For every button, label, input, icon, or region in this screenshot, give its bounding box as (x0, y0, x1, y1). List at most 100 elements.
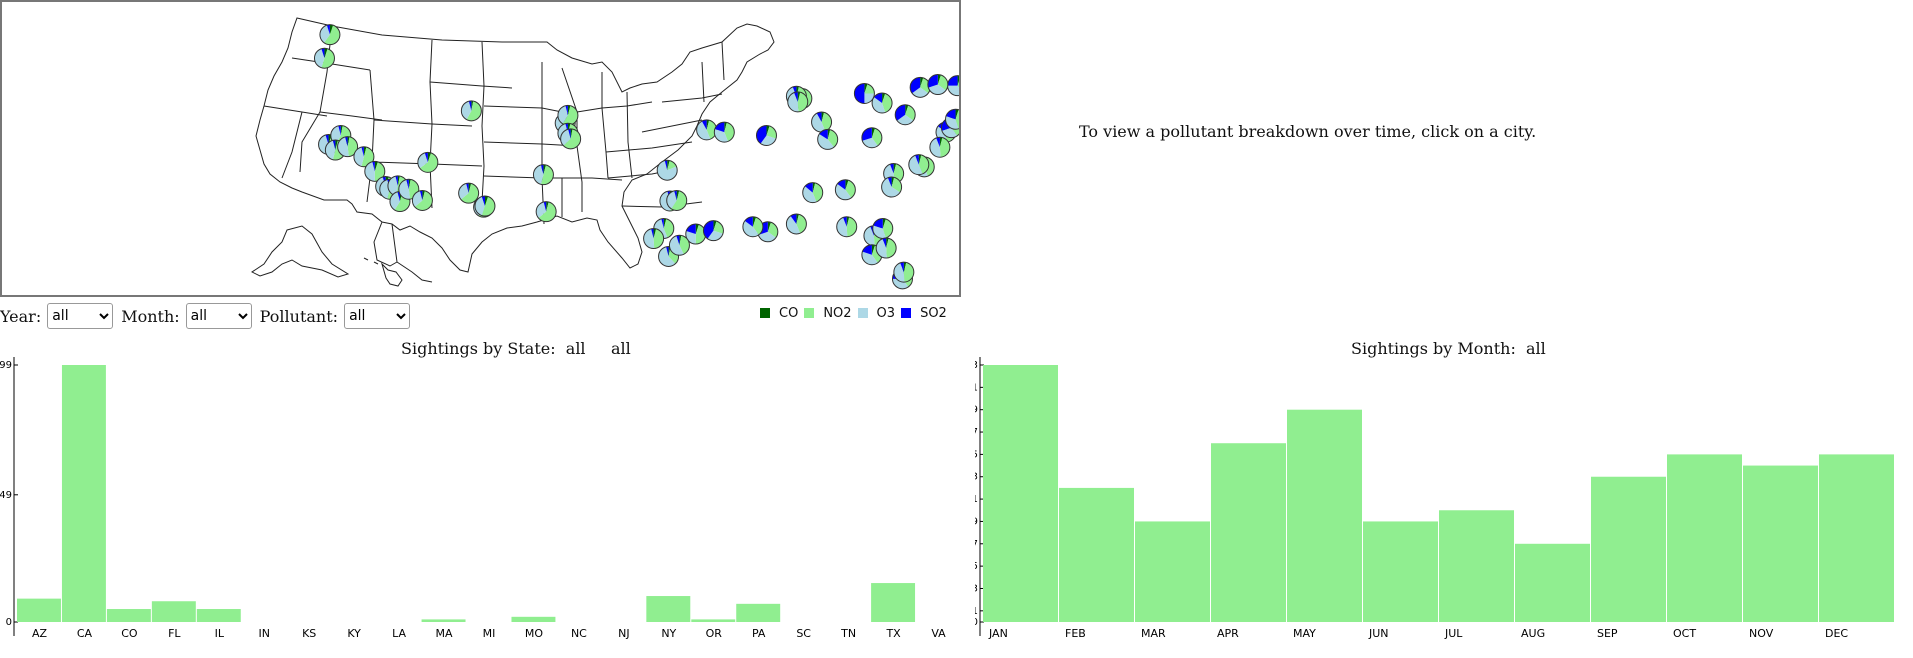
pie-slice-co[interactable] (905, 104, 909, 115)
pie-slice-co[interactable] (864, 83, 868, 94)
pie-slice-co[interactable] (363, 146, 367, 157)
pie-slice-co[interactable] (667, 160, 670, 171)
pie-slice-co[interactable] (324, 48, 328, 59)
pie-slice-so2[interactable] (947, 75, 958, 86)
pie-slice-o3[interactable] (897, 114, 914, 125)
pie-slice-no2[interactable] (882, 93, 893, 113)
pie-slice-o3[interactable] (707, 230, 723, 241)
pie-slice-so2[interactable] (887, 177, 892, 187)
pie-slice-so2[interactable] (397, 191, 400, 202)
pie-slice-o3[interactable] (947, 85, 959, 96)
pie-slice-co[interactable] (871, 127, 875, 138)
city-pie[interactable] (319, 24, 341, 46)
pie-slice-o3[interactable] (929, 137, 941, 158)
bar[interactable] (736, 603, 781, 622)
pie-slice-no2[interactable] (374, 161, 385, 182)
pie-slice-no2[interactable] (752, 217, 763, 235)
bar[interactable] (983, 365, 1058, 622)
pie-slice-co[interactable] (706, 119, 710, 130)
pie-slice-no2[interactable] (955, 109, 959, 129)
pie-slice-o3[interactable] (817, 134, 835, 150)
pie-slice-o3[interactable] (836, 217, 848, 237)
pie-slice-o3[interactable] (337, 136, 349, 157)
pollutant-select[interactable]: all (344, 303, 411, 329)
pie-slice-co[interactable] (713, 220, 717, 231)
pie-slice-so2[interactable] (406, 179, 409, 190)
pie-slice-co[interactable] (484, 196, 489, 207)
pie-slice-no2[interactable] (797, 92, 808, 112)
pie-slice-no2[interactable] (882, 218, 893, 238)
pie-slice-co[interactable] (957, 75, 959, 86)
pie-slice-co[interactable] (570, 128, 573, 139)
pie-slice-so2[interactable] (543, 201, 547, 212)
pie-slice-so2[interactable] (540, 164, 544, 175)
pie-slice-no2[interactable] (563, 129, 581, 149)
city-pie[interactable] (945, 108, 959, 130)
city-pie[interactable] (836, 216, 858, 238)
pie-slice-so2[interactable] (790, 213, 797, 224)
pie-slice-co[interactable] (397, 175, 400, 186)
pie-slice-so2[interactable] (424, 152, 428, 163)
pie-slice-so2[interactable] (862, 244, 872, 255)
pie-slice-so2[interactable] (915, 154, 919, 165)
pie-slice-o3[interactable] (912, 87, 929, 98)
pie-slice-so2[interactable] (395, 175, 398, 186)
city-pie[interactable] (834, 179, 856, 201)
bar[interactable] (151, 601, 196, 622)
pie-slice-no2[interactable] (562, 105, 578, 126)
pie-slice-no2[interactable] (466, 101, 482, 121)
city-pie[interactable] (742, 216, 764, 238)
pie-slice-o3[interactable] (379, 179, 390, 199)
pie-slice-so2[interactable] (816, 112, 822, 123)
pie-slice-o3[interactable] (758, 231, 776, 242)
pie-slice-no2[interactable] (846, 217, 857, 237)
pie-slice-so2[interactable] (361, 146, 364, 157)
pie-slice-co[interactable] (939, 137, 943, 148)
pie-slice-no2[interactable] (796, 214, 807, 234)
city-pie[interactable] (656, 159, 678, 181)
city-pie[interactable] (861, 127, 883, 149)
pie-slice-no2[interactable] (538, 201, 557, 222)
pie-slice-co[interactable] (766, 125, 770, 136)
pie-slice-co[interactable] (567, 105, 571, 116)
pie-slice-co[interactable] (767, 221, 771, 232)
pie-slice-no2[interactable] (324, 25, 340, 45)
bar[interactable] (1667, 454, 1742, 622)
bar[interactable] (106, 609, 151, 622)
pie-slice-o3[interactable] (872, 97, 886, 114)
pie-slice-o3[interactable] (666, 190, 677, 209)
city-pie[interactable] (458, 182, 480, 204)
pie-slice-so2[interactable] (664, 160, 668, 171)
pie-slice-o3[interactable] (685, 230, 696, 245)
pie-slice-o3[interactable] (864, 93, 875, 104)
pie-slice-so2[interactable] (325, 134, 329, 145)
pie-slice-co[interactable] (882, 218, 886, 229)
pie-slice-co[interactable] (797, 91, 801, 102)
city-pie[interactable] (474, 195, 496, 217)
city-pie[interactable] (875, 237, 897, 259)
pie-slice-so2[interactable] (651, 228, 654, 239)
pie-slice-co[interactable] (653, 228, 657, 239)
pie-slice-co[interactable] (845, 179, 849, 190)
pie-slice-o3[interactable] (643, 228, 655, 249)
pie-slice-o3[interactable] (658, 246, 676, 267)
pie-slice-so2[interactable] (674, 190, 677, 201)
pie-slice-co[interactable] (676, 190, 680, 201)
bar[interactable] (871, 583, 916, 622)
pie-slice-o3[interactable] (669, 235, 684, 256)
pie-slice-so2[interactable] (861, 127, 872, 141)
bar[interactable] (1591, 476, 1666, 622)
pie-slice-o3[interactable] (387, 176, 398, 196)
pie-slice-o3[interactable] (811, 113, 826, 133)
city-pie[interactable] (560, 128, 582, 150)
pie-slice-o3[interactable] (398, 179, 411, 200)
city-pie[interactable] (755, 124, 777, 146)
pie-slice-o3[interactable] (474, 196, 485, 216)
pie-slice-co[interactable] (920, 77, 924, 88)
pie-slice-o3[interactable] (314, 48, 325, 68)
pie-slice-co[interactable] (955, 109, 959, 120)
pie-slice-co[interactable] (871, 244, 875, 255)
pie-slice-so2[interactable] (676, 235, 680, 246)
pie-slice-no2[interactable] (957, 76, 959, 94)
city-pie[interactable] (364, 160, 386, 182)
